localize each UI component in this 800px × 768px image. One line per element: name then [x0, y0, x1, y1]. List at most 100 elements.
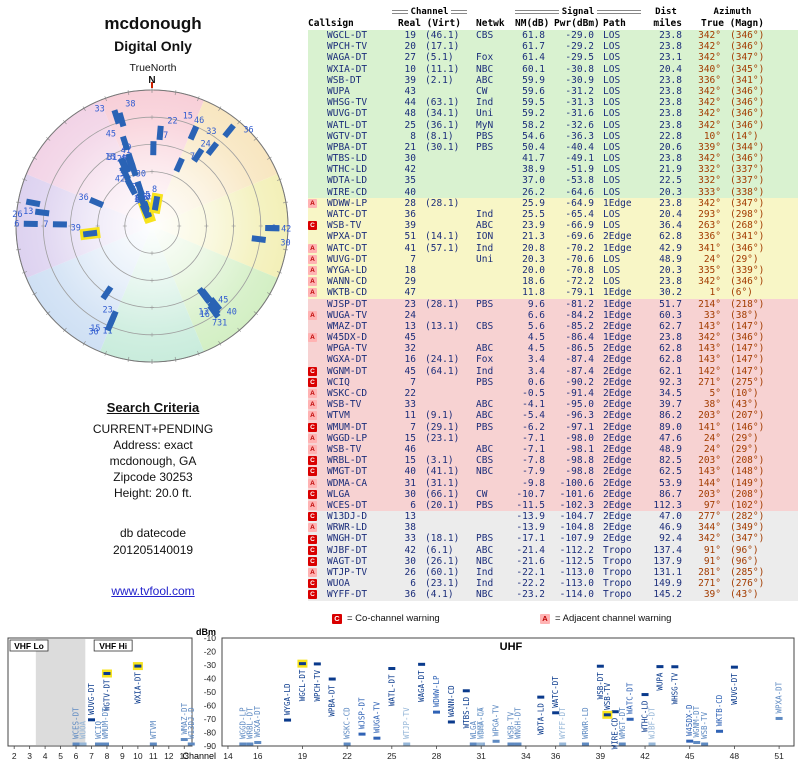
cell-real: 13: [404, 320, 416, 332]
cell-path: 1Edge: [603, 298, 632, 310]
signal-chart: VHF Lo VHF Hi UHF dBm-10 -20 -30 -40 -50 -60 -70 -…: [7, 627, 795, 761]
signal-bar: [298, 662, 306, 666]
x-tick-label: 36: [551, 751, 561, 761]
cell-azt: 335°: [698, 264, 721, 276]
cell-azm: (337°): [730, 175, 765, 187]
cell-virt: (9.1): [425, 410, 454, 422]
cell-azt: 342°: [698, 119, 721, 131]
signal-bar: [507, 742, 515, 746]
cell-path: LOS: [603, 30, 621, 41]
station-channel-label: 11: [102, 327, 112, 337]
search-mode: CURRENT+PENDING: [92, 422, 214, 436]
y-tick-label: -90: [204, 741, 217, 751]
cell-azt: 5°: [709, 388, 721, 399]
signal-label: WAGT-DT: [476, 707, 485, 739]
cell-virt: (41.1): [425, 466, 460, 478]
cell-azm: (29°): [730, 253, 759, 265]
station-channel-label: 30: [88, 327, 98, 337]
cell-callsign: W13DJ-D: [327, 511, 368, 523]
cell-path: LOS: [603, 264, 621, 276]
table-row: WSB-DT 39 (2.1) ABC 59.9 -30.9 LOS 23.8 336° (341…: [308, 74, 798, 86]
page-title: mcdonough: [104, 14, 202, 33]
signal-label: WMGT-DT: [618, 707, 627, 739]
cell-mi: 149.9: [653, 578, 682, 590]
cell-nm: 50.4: [522, 141, 545, 153]
cell-mi: 20.6: [659, 141, 682, 153]
cell-mi: 23.8: [659, 41, 682, 53]
cell-virt: (57.1): [425, 242, 460, 254]
station-marker: [191, 147, 205, 163]
cell-virt: (5.1): [425, 52, 454, 64]
cell-pwr: -79.1: [565, 287, 594, 299]
cell-nm: -21.6: [516, 555, 545, 567]
cell-net: Ind: [476, 242, 494, 254]
cell-pwr: -112.2: [559, 544, 594, 556]
signal-label: WYFF-DT: [558, 707, 567, 739]
cell-azm: (337°): [730, 164, 765, 176]
cell-path: 2Edge: [603, 354, 632, 366]
cell-azt: 339°: [698, 141, 721, 153]
page-subtitle: Digital Only: [114, 38, 192, 54]
cell-net: Uni: [476, 108, 494, 120]
cell-path: LOS: [603, 186, 621, 198]
signal-label: W45DX-D: [685, 704, 694, 736]
cell-pwr: -101.6: [559, 488, 594, 500]
cell-net: ABC: [476, 544, 494, 556]
cell-net: PBS: [476, 421, 494, 433]
table-row: WGXA-DT 16 (24.1) Fox 3.4 -87.4 2Edge 62.8 143° (…: [308, 354, 798, 366]
cell-net: NBC: [476, 63, 494, 75]
cell-nm: 20.0: [522, 264, 545, 276]
x-tick-label: 4: [43, 751, 48, 761]
station-channel-label: 33: [95, 104, 105, 114]
cell-azm: (282°): [730, 511, 765, 523]
signal-bar: [358, 732, 366, 736]
search-criteria-heading: Search Criteria: [106, 400, 200, 415]
signal-label: WSB-TV: [506, 711, 515, 739]
cell-azt: 203°: [698, 488, 721, 500]
cell-net: Ind: [476, 578, 494, 590]
cell-azm: (43°): [730, 589, 759, 601]
warning-flag: C: [308, 467, 317, 477]
cell-pwr: -29.0: [565, 30, 594, 41]
cell-callsign: WPBA-DT: [327, 141, 368, 153]
cell-path: 2Edge: [603, 432, 632, 444]
cell-path: 2Edge: [603, 388, 632, 399]
station-channel-label: 13: [23, 207, 33, 217]
cell-real: 8: [410, 130, 416, 142]
cell-real: 33: [404, 533, 416, 545]
y-tick-label: -20: [204, 647, 217, 657]
cell-azt: 341°: [698, 242, 721, 254]
cell-path: Tropo: [603, 567, 632, 578]
cell-path: 2Edge: [603, 488, 632, 500]
cell-azm: (346°): [730, 119, 765, 131]
table-row: A WATC-DT 41 (57.1) Ind 20.8 -70.2 1Edge 42.9 341…: [308, 242, 798, 254]
cell-real: 42: [404, 544, 416, 556]
tvfool-link[interactable]: www.tvfool.com: [111, 584, 195, 598]
signal-bar: [313, 662, 321, 666]
signal-label: WJBF-DT: [648, 707, 657, 739]
station-channel-label: 15: [183, 112, 193, 122]
north-label: N: [148, 75, 155, 86]
cell-nm: 0.6: [527, 376, 545, 388]
cell-net: NBC: [476, 555, 494, 567]
cell-pwr: -49.1: [565, 153, 594, 165]
cell-azm: (96°): [730, 544, 759, 556]
signal-label: WSKC-CD: [343, 707, 352, 739]
signal-bar: [72, 742, 80, 746]
table-row: WGCL-DT 19 (46.1) CBS 61.8 -29.0 LOS 23.8 342° (3…: [308, 30, 798, 42]
cell-path: LOS: [603, 97, 621, 109]
cell-net: PBS: [476, 533, 494, 545]
cell-net: PBS: [476, 141, 494, 153]
tvfool-link-wrap: www.tvfool.com: [0, 584, 306, 598]
table-row: A WANN-CD 29 18.6 -72.2 LOS 23.8 342° (346°): [308, 276, 798, 288]
signal-bar: [611, 710, 619, 714]
table-row: C WMUM-DT 7 (29.1) PBS -6.2 -97.1 2Edge 89.0 141°…: [308, 421, 798, 433]
cell-azm: (349°): [730, 522, 765, 534]
warning-flag: C: [308, 579, 317, 589]
cell-nm: -7.8: [522, 455, 545, 467]
cell-azm: (149°): [730, 477, 765, 489]
station-channel-label: 47: [158, 131, 168, 141]
cell-pwr: -98.8: [565, 455, 594, 467]
x-tick-label: 2: [12, 751, 17, 761]
cell-virt: (11.1): [425, 63, 460, 75]
